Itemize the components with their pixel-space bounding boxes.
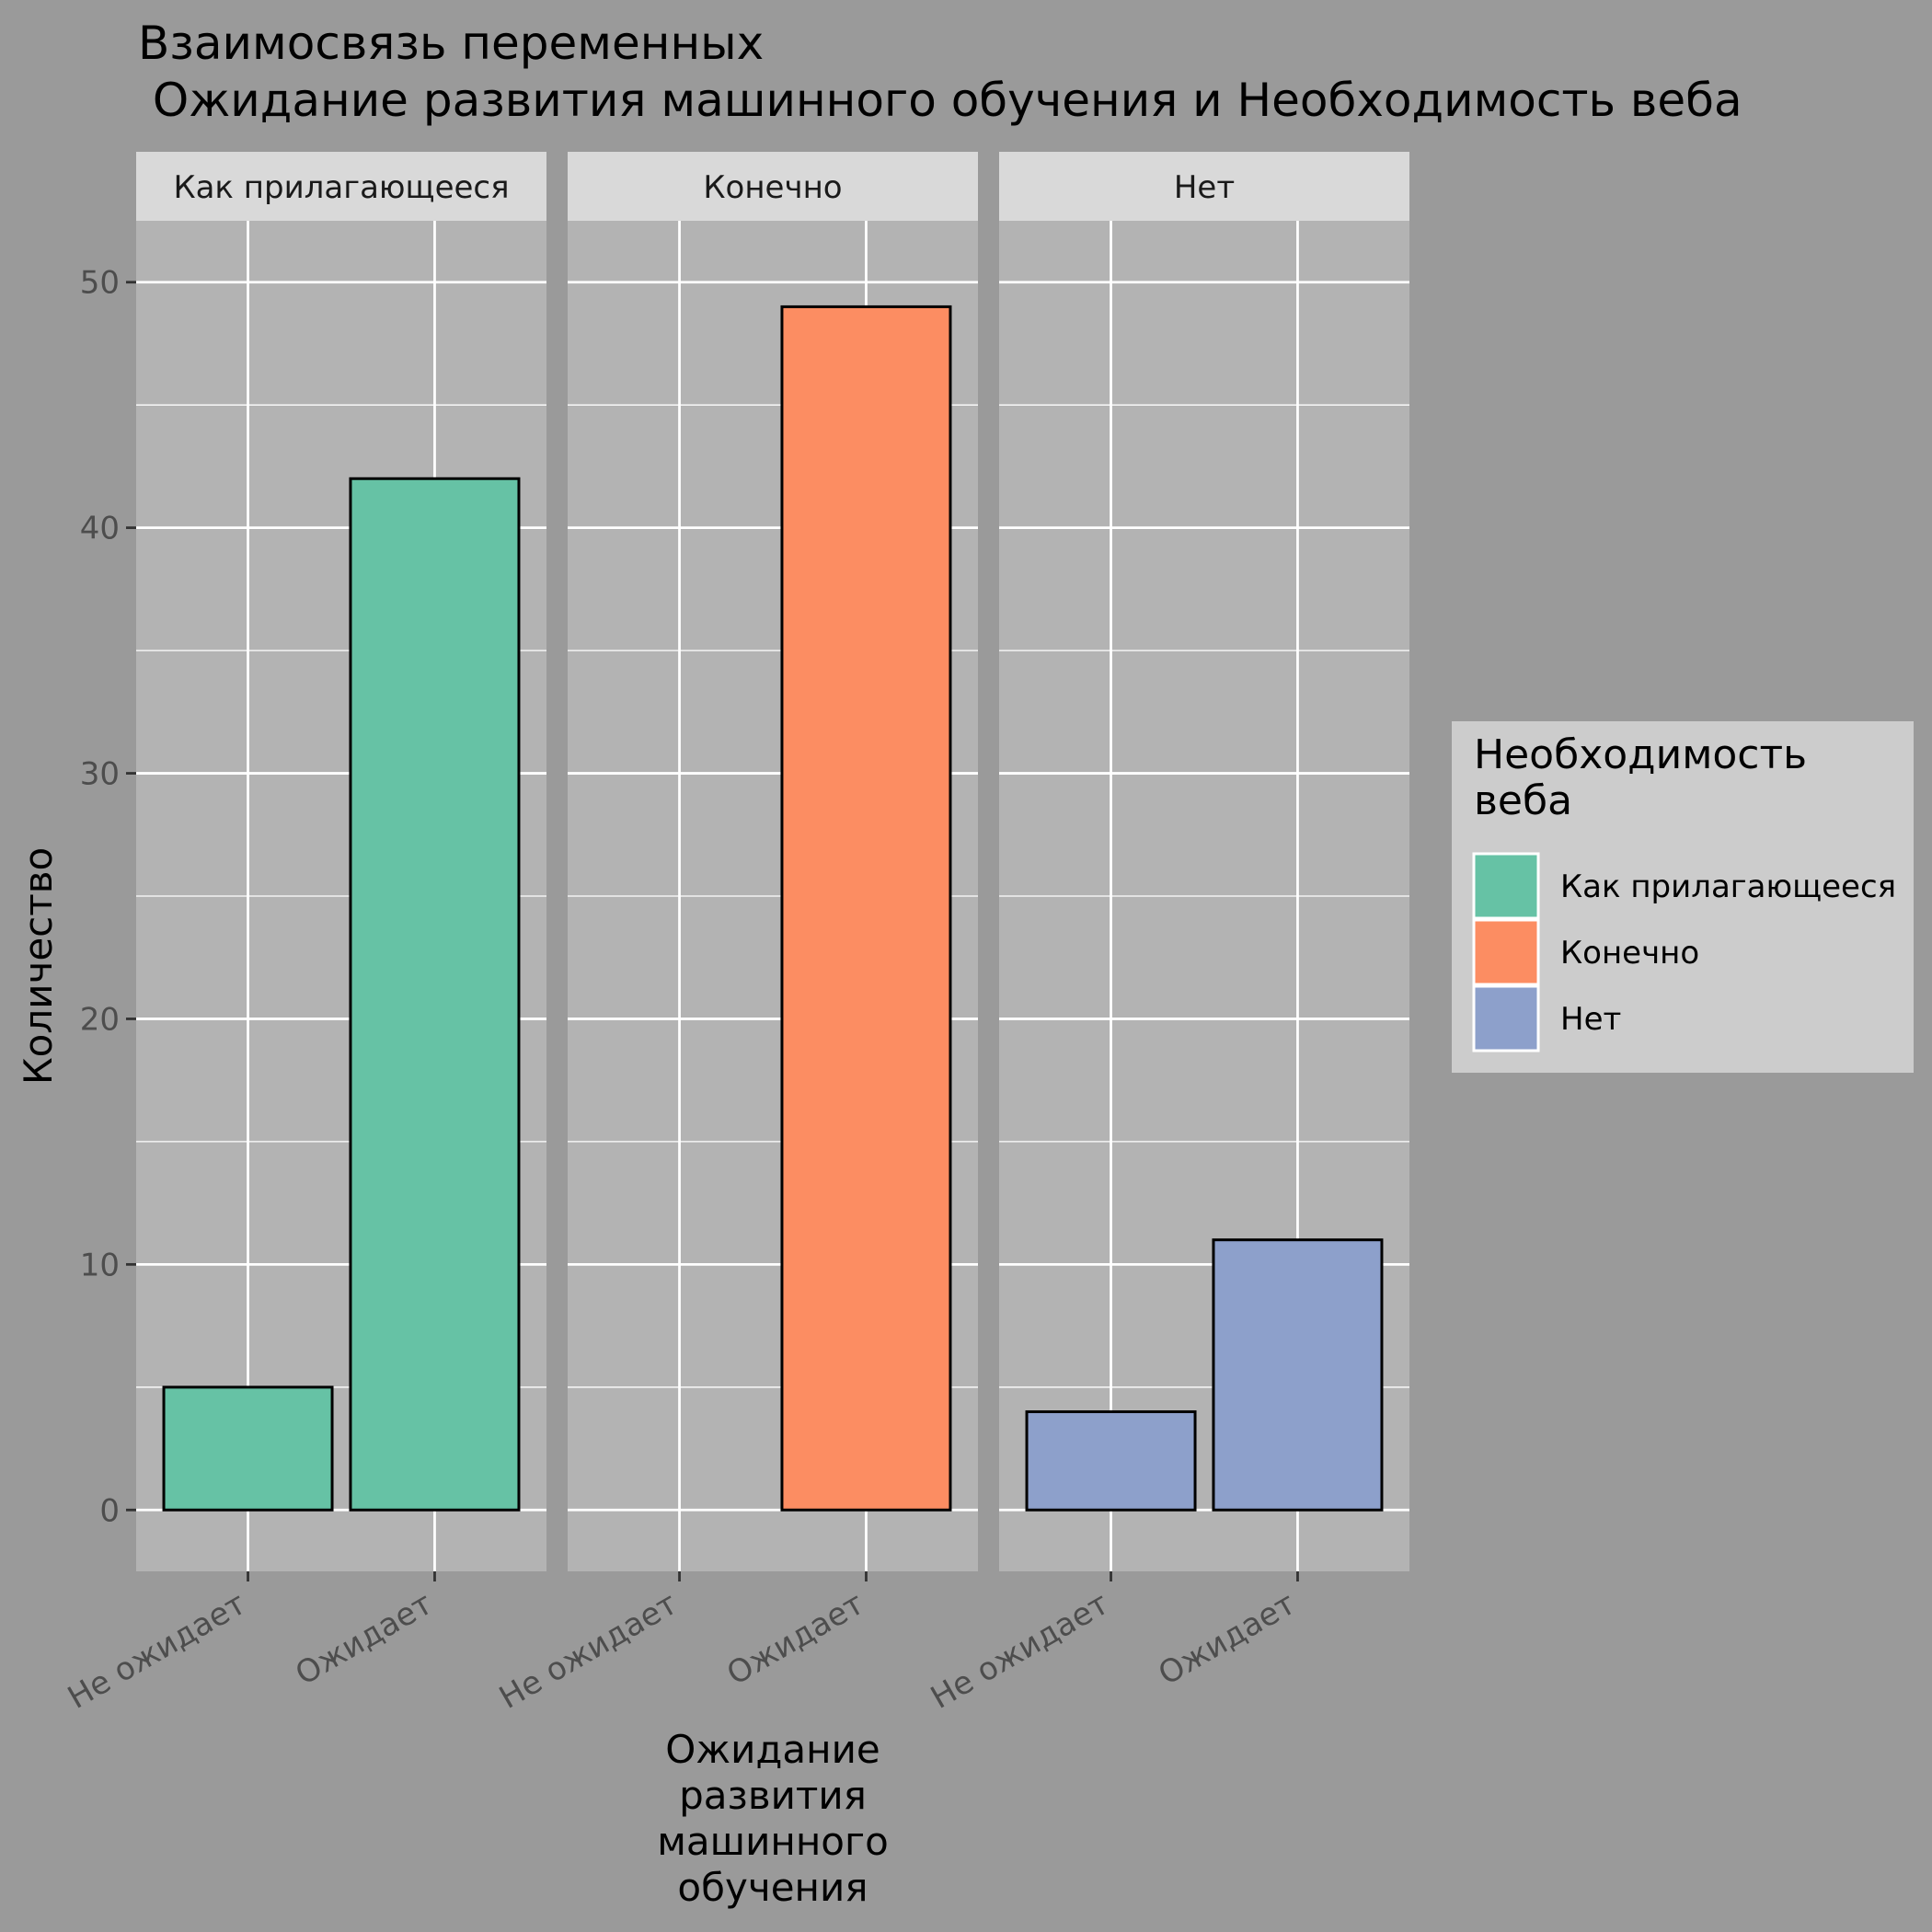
bar <box>162 1386 334 1512</box>
x-axis-title-line: обучения <box>677 1865 868 1910</box>
facet-strip <box>136 152 546 221</box>
chart-title-line-2: Ожидание развития машинного обучения и Н… <box>138 74 1742 127</box>
y-tick-label: 30 <box>80 756 120 793</box>
y-axis-title: Количество <box>16 847 61 1085</box>
y-tick-label: 40 <box>80 511 120 547</box>
legend-key-swatch <box>1472 918 1540 986</box>
legend-title-line: веба <box>1474 777 1572 824</box>
y-tick-label: 10 <box>80 1247 120 1283</box>
legend-key-swatch <box>1472 852 1540 920</box>
legend-key-swatch <box>1472 984 1540 1052</box>
y-tick-label: 0 <box>99 1492 120 1529</box>
legend-entry-label: Как прилагающееся <box>1560 868 1896 905</box>
legend-entry-label: Нет <box>1560 1001 1621 1038</box>
facet-strip <box>568 152 978 221</box>
chart-title-line-1: Взаимосвязь переменных <box>138 17 764 70</box>
facet-strip <box>999 152 1409 221</box>
facet-strip-label: Конечно <box>703 169 842 206</box>
bar <box>1212 1238 1384 1512</box>
x-axis-title-line: Ожидание <box>665 1727 880 1772</box>
legend-entry-label: Конечно <box>1560 935 1699 972</box>
y-tick-label: 50 <box>80 265 120 302</box>
bar <box>1025 1410 1197 1512</box>
legend-title-line: Необходимость <box>1474 731 1807 778</box>
bar <box>349 477 521 1512</box>
x-axis-title-line: машинного <box>657 1819 889 1864</box>
bar <box>780 305 952 1512</box>
x-axis-title-line: развития <box>679 1773 867 1818</box>
y-axis: 0 10 20 30 40 50 <box>80 265 136 1529</box>
y-tick-label: 20 <box>80 1001 120 1038</box>
facet-strip-label: Как прилагающееся <box>173 169 509 206</box>
facet-strip-label: Нет <box>1174 169 1235 206</box>
